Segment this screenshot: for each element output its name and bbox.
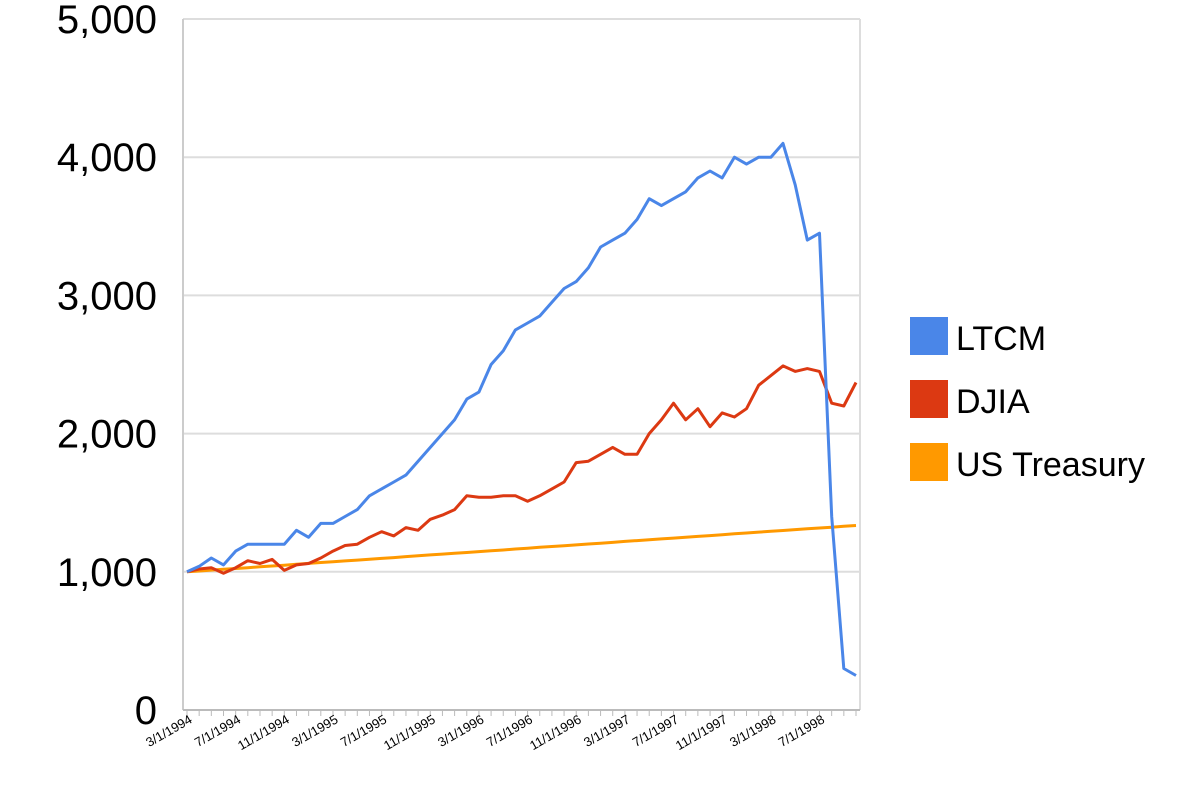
legend-swatch	[910, 317, 948, 355]
x-tick-label: 11/1/1994	[235, 712, 292, 753]
x-tick-label: 11/1/1997	[673, 712, 730, 753]
legend-swatch	[910, 443, 948, 481]
legend-label: DJIA	[956, 383, 1030, 421]
y-tick-label: 5,000	[57, 0, 157, 42]
x-tick-label: 7/1/1997	[630, 712, 681, 750]
legend: LTCM DJIA US Treasury	[910, 317, 1145, 484]
y-axis-tick-labels: 0 1,000 2,000 3,000 4,000 5,000	[57, 0, 157, 733]
x-tick-label: 11/1/1996	[527, 712, 584, 753]
legend-label: LTCM	[956, 320, 1046, 358]
legend-label: US Treasury	[956, 446, 1145, 484]
series-lines	[186, 141, 858, 677]
y-tick-label: 4,000	[57, 136, 157, 180]
x-tick-label: 3/1/1997	[581, 712, 632, 750]
x-tick-label: 7/1/1996	[484, 712, 535, 750]
series-line-ltcm	[186, 141, 857, 677]
x-tick-label: 7/1/1995	[338, 712, 389, 750]
x-tick-label: 3/1/1996	[435, 712, 486, 750]
x-tick-label: 3/1/1995	[289, 712, 340, 750]
y-tick-label: 3,000	[57, 274, 157, 318]
grid-lines	[183, 18, 860, 711]
x-tick-label: 7/1/1998	[776, 712, 827, 750]
x-tick-label: 3/1/1998	[727, 712, 778, 750]
x-axis-tick-labels: 3/1/19947/1/199411/1/19943/1/19957/1/199…	[143, 710, 857, 753]
x-tick-label: 11/1/1995	[381, 712, 438, 753]
y-tick-label: 1,000	[57, 551, 157, 595]
y-tick-label: 0	[135, 689, 157, 733]
series-line-us-treasury	[186, 524, 857, 574]
y-tick-label: 2,000	[57, 413, 157, 457]
x-tick-label: 7/1/1994	[192, 712, 243, 750]
series-line-djia	[186, 364, 858, 575]
legend-swatch	[910, 380, 948, 418]
axes	[182, 19, 861, 711]
